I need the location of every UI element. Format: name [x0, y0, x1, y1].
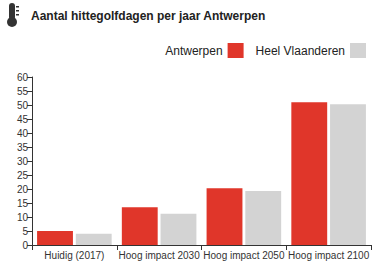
- svg-text:Huidig (2017): Huidig (2017): [44, 250, 104, 261]
- svg-text:30: 30: [17, 156, 29, 167]
- svg-text:35: 35: [17, 142, 29, 153]
- svg-text:Aantal hittegolfdagen per jaar: Aantal hittegolfdagen per jaar Antwerpen: [31, 9, 265, 23]
- svg-text:25: 25: [17, 170, 29, 181]
- svg-text:45: 45: [17, 114, 29, 125]
- svg-text:50: 50: [17, 100, 29, 111]
- svg-text:Heel Vlaanderen: Heel Vlaanderen: [256, 44, 345, 58]
- svg-text:Hoog impact 2030: Hoog impact 2030: [119, 250, 201, 261]
- svg-text:60: 60: [17, 72, 29, 83]
- svg-text:Antwerpen: Antwerpen: [165, 44, 222, 58]
- svg-text:Hoog impact 2050: Hoog impact 2050: [203, 250, 285, 261]
- svg-text:20: 20: [17, 184, 29, 195]
- svg-text:0: 0: [22, 240, 28, 251]
- svg-text:15: 15: [17, 198, 29, 209]
- svg-text:Hoog impact 2100: Hoog impact 2100: [288, 250, 370, 261]
- svg-text:10: 10: [17, 212, 29, 223]
- svg-text:55: 55: [17, 86, 29, 97]
- svg-text:40: 40: [17, 128, 29, 139]
- svg-text:5: 5: [22, 226, 28, 237]
